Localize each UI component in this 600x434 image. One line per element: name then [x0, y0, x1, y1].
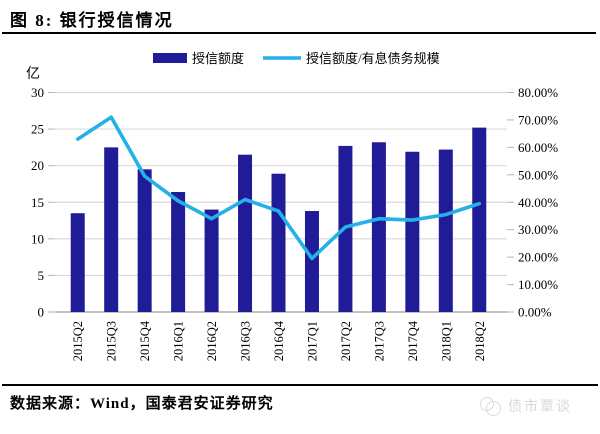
right-axis-tick-label: 20.00% [518, 250, 558, 265]
bar-2017Q4 [405, 151, 420, 312]
bar-2015Q2 [70, 213, 85, 312]
bar-2017Q1 [304, 211, 319, 312]
right-axis-tick-label: 10.00% [518, 277, 558, 292]
left-axis-tick-label: 0 [38, 305, 45, 320]
figure-title: 图 8: 银行授信情况 [10, 11, 174, 30]
x-axis-label-2017Q4: 2017Q4 [406, 320, 420, 361]
x-axis-label-2017Q1: 2017Q1 [305, 321, 319, 361]
chart-area: 0 5 10 15 20 25 30 亿 0.00% 10.00% 20.00% 30.00% 40.0… [0, 36, 600, 384]
bar-2016Q4 [271, 173, 286, 312]
line-series [75, 115, 482, 261]
right-axis-tick-label: 70.00% [518, 112, 558, 127]
footer-divider [2, 384, 598, 386]
right-axis-tick-label: 0.00% [518, 305, 552, 320]
x-axis-label-2017Q2: 2017Q2 [339, 321, 353, 361]
data-source-text: 数据来源：Wind，国泰君安证券研究 [10, 396, 274, 412]
bar-2016Q3 [238, 154, 253, 312]
watermark: 债市覃谈 [479, 396, 572, 416]
legend-bar-swatch [153, 53, 187, 63]
x-axis-label-2015Q3: 2015Q3 [105, 321, 119, 361]
left-axis-tick-label: 5 [38, 268, 45, 283]
watermark-text: 债市覃谈 [508, 400, 572, 415]
bar-2016Q2 [204, 209, 219, 312]
legend: 授信额度 授信额度/有息债务规模 [153, 51, 440, 66]
left-axis-tick-label: 20 [31, 158, 44, 173]
x-axis-label-2016Q1: 2016Q1 [172, 321, 186, 361]
x-axis-label-2018Q2: 2018Q2 [473, 321, 487, 361]
x-axis-label-2017Q3: 2017Q3 [372, 321, 386, 361]
x-axis-label-2015Q2: 2015Q2 [71, 321, 85, 361]
x-axis-label-2016Q2: 2016Q2 [205, 321, 219, 361]
left-axis-unit-label: 亿 [26, 66, 40, 82]
x-axis-label-2015Q4: 2015Q4 [138, 320, 152, 361]
bar-2015Q4 [137, 169, 152, 312]
bar-2016Q1 [171, 192, 186, 312]
bar-2018Q1 [438, 149, 453, 312]
right-axis-tick-label: 60.00% [518, 140, 558, 155]
x-axis-label-2016Q4: 2016Q4 [272, 320, 286, 361]
legend-bar-label: 授信额度 [192, 51, 244, 66]
left-axis-tick-label: 10 [31, 231, 44, 246]
chart-canvas: 0 5 10 15 20 25 30 亿 0.00% 10.00% 20.00% 30.00% 40.0… [26, 51, 558, 361]
right-axis-tick-label: 50.00% [518, 167, 558, 182]
left-axis-tick-label: 30 [31, 85, 44, 100]
legend-line-label: 授信额度/有息债务规模 [306, 51, 440, 66]
left-axis-tick-label: 15 [31, 195, 44, 210]
left-axis-tick-label: 25 [31, 122, 44, 137]
watermark-logo-icon [479, 397, 503, 416]
bar-2017Q3 [371, 142, 386, 312]
right-axis-tick-label: 30.00% [518, 222, 558, 237]
bar-2015Q3 [104, 147, 119, 312]
x-axis-label-2018Q1: 2018Q1 [439, 321, 453, 361]
title-divider [2, 32, 596, 34]
right-axis-tick-label: 80.00% [518, 85, 558, 100]
bar-2018Q2 [472, 127, 487, 313]
right-axis-tick-label: 40.00% [518, 195, 558, 210]
x-axis-label-2016Q3: 2016Q3 [239, 321, 253, 361]
